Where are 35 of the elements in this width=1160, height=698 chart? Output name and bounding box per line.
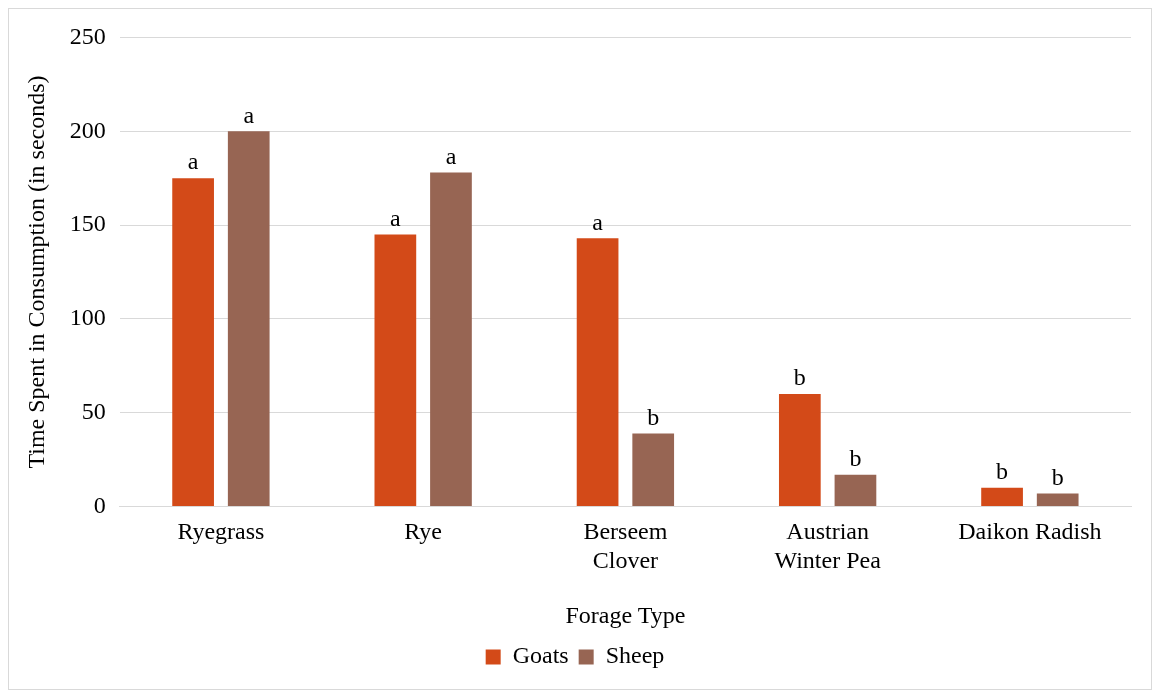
data-label: b <box>647 403 660 430</box>
bar <box>374 234 417 507</box>
x-tick-label: Rye <box>404 518 443 545</box>
bar <box>430 172 472 507</box>
y-tick-label: 150 <box>69 210 106 237</box>
x-tick-label: Austrian Winter Pea <box>774 518 882 574</box>
x-tick-label: Daikon Radish <box>958 518 1102 545</box>
bar <box>172 178 214 507</box>
data-label: b <box>849 444 862 471</box>
y-tick-label: 50 <box>81 398 106 425</box>
legend-label: Sheep <box>605 642 665 669</box>
data-label: a <box>187 148 199 175</box>
data-label: a <box>390 204 402 231</box>
bar <box>1036 493 1079 507</box>
bar <box>834 474 877 507</box>
y-axis-title: Time Spent in Consumption (in seconds) <box>22 75 49 469</box>
data-label: a <box>592 208 604 235</box>
data-label: b <box>1051 463 1064 490</box>
y-tick-label: 200 <box>69 116 106 143</box>
x-tick-label: Berseem Clover <box>583 518 668 574</box>
bar <box>576 238 619 507</box>
x-tick-label: Ryegrass <box>177 518 265 545</box>
bar <box>632 433 675 507</box>
bar <box>227 131 270 507</box>
data-label: b <box>793 364 806 391</box>
x-axis-title: Forage Type <box>565 601 686 628</box>
legend-label: Goats <box>512 642 569 669</box>
data-label: b <box>996 458 1009 485</box>
y-tick-label: 100 <box>69 304 106 331</box>
y-tick-label: 250 <box>69 22 106 49</box>
bar <box>981 487 1023 507</box>
y-tick-label: 0 <box>93 491 106 518</box>
bar <box>778 393 821 507</box>
data-label: a <box>445 142 457 169</box>
data-label: a <box>243 101 255 128</box>
